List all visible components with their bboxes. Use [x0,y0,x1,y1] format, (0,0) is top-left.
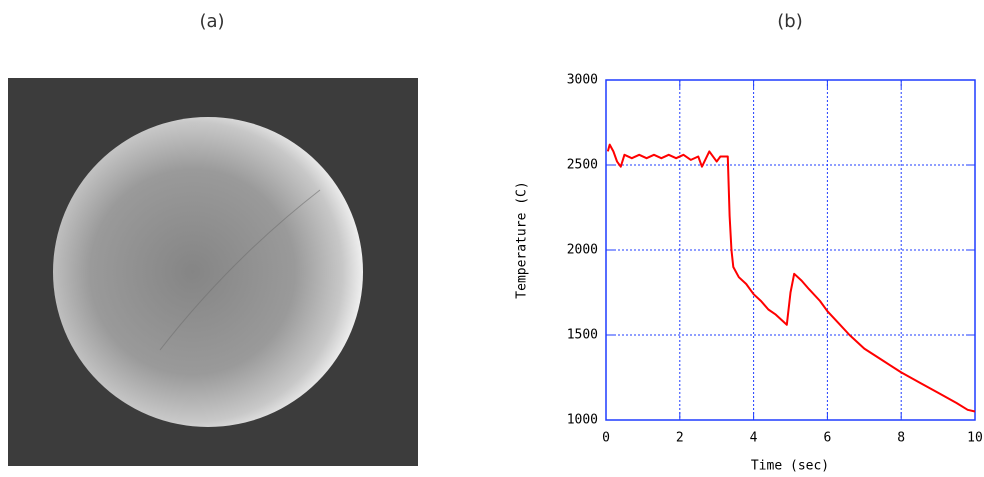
surface-mark [159,189,321,351]
y-tick-label: 2500 [567,158,598,173]
x-tick-label: 0 [602,431,610,446]
y-tick-label: 3000 [567,73,598,88]
y-axis-label: Temperature (C) [515,181,530,298]
micrograph [8,78,418,466]
sphere [53,117,363,427]
y-tick-label: 1000 [567,413,598,428]
x-tick-label: 8 [897,431,905,446]
x-tick-label: 4 [750,431,758,446]
data-line [606,143,976,413]
plot-frame [605,79,976,421]
x-tick-label: 2 [676,431,684,446]
panel-label: (a) [199,11,224,32]
x-axis-label: Time (sec) [751,459,829,474]
y-tick-label: 1500 [567,328,598,343]
panel-label: (b) [777,11,802,32]
y-tick-label: 2000 [567,243,598,258]
x-tick-label: 10 [967,431,983,446]
x-tick-label: 6 [823,431,831,446]
